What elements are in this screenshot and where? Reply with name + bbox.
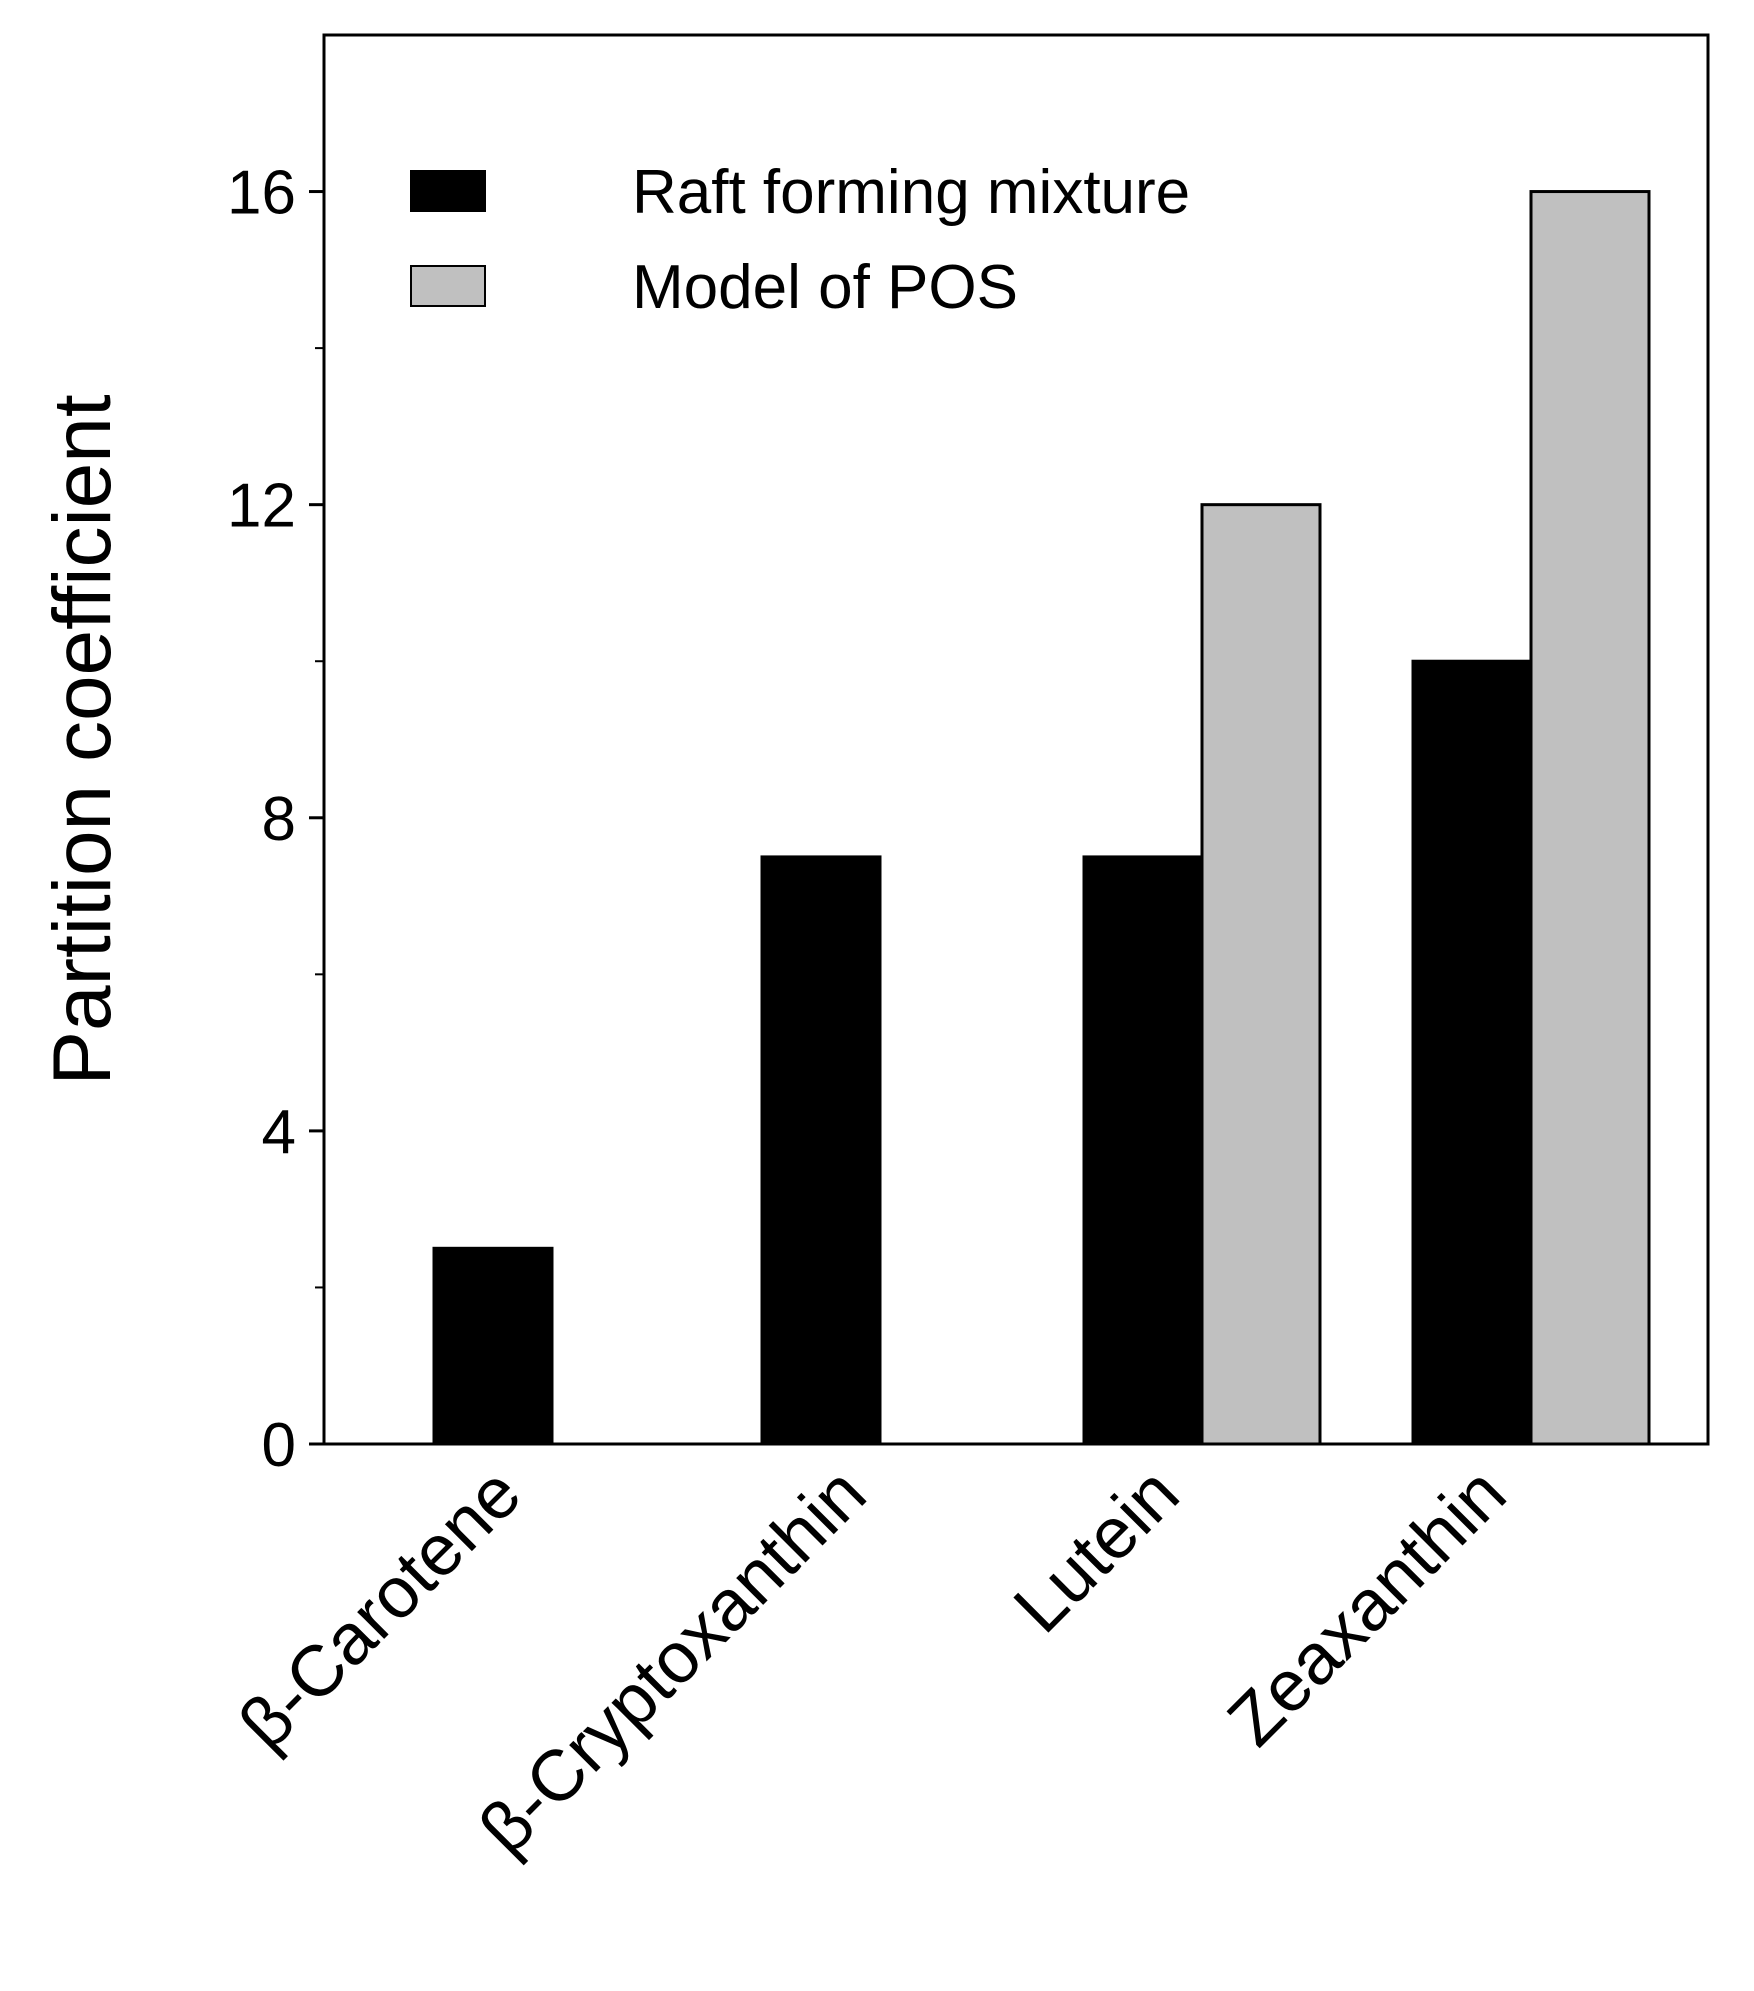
bar-model-of-pos-4 — [1529, 190, 1651, 1446]
plot-frame — [322, 33, 1710, 1446]
axes-group — [322, 33, 1710, 1446]
bar-raft-forming-mixture-1 — [432, 1246, 554, 1446]
legend-swatch-model-of-pos — [410, 265, 486, 307]
y-axis-label: Partition coefficient — [37, 394, 128, 1086]
legend-label-raft-forming-mixture: Raft forming mixture — [632, 158, 1190, 227]
y-tick-label: 4 — [262, 1098, 296, 1167]
legend: Raft forming mixture Model of POS — [410, 158, 1190, 322]
bar-raft-forming-mixture-2 — [760, 855, 882, 1446]
ticks-group: 0 4 8 12 16 — [227, 159, 324, 1480]
bar-model-of-pos-3 — [1200, 503, 1322, 1446]
bars-group — [432, 190, 1651, 1446]
y-tick-label: 12 — [227, 472, 296, 541]
legend-swatch-raft-forming-mixture — [410, 170, 486, 212]
bar-raft-forming-mixture-3 — [1082, 855, 1204, 1446]
y-tick-label: 0 — [262, 1411, 296, 1480]
y-tick-label: 16 — [227, 159, 296, 228]
y-tick-label: 8 — [262, 785, 296, 854]
bar-raft-forming-mixture-4 — [1411, 659, 1533, 1446]
legend-label-model-of-pos: Model of POS — [632, 253, 1018, 322]
